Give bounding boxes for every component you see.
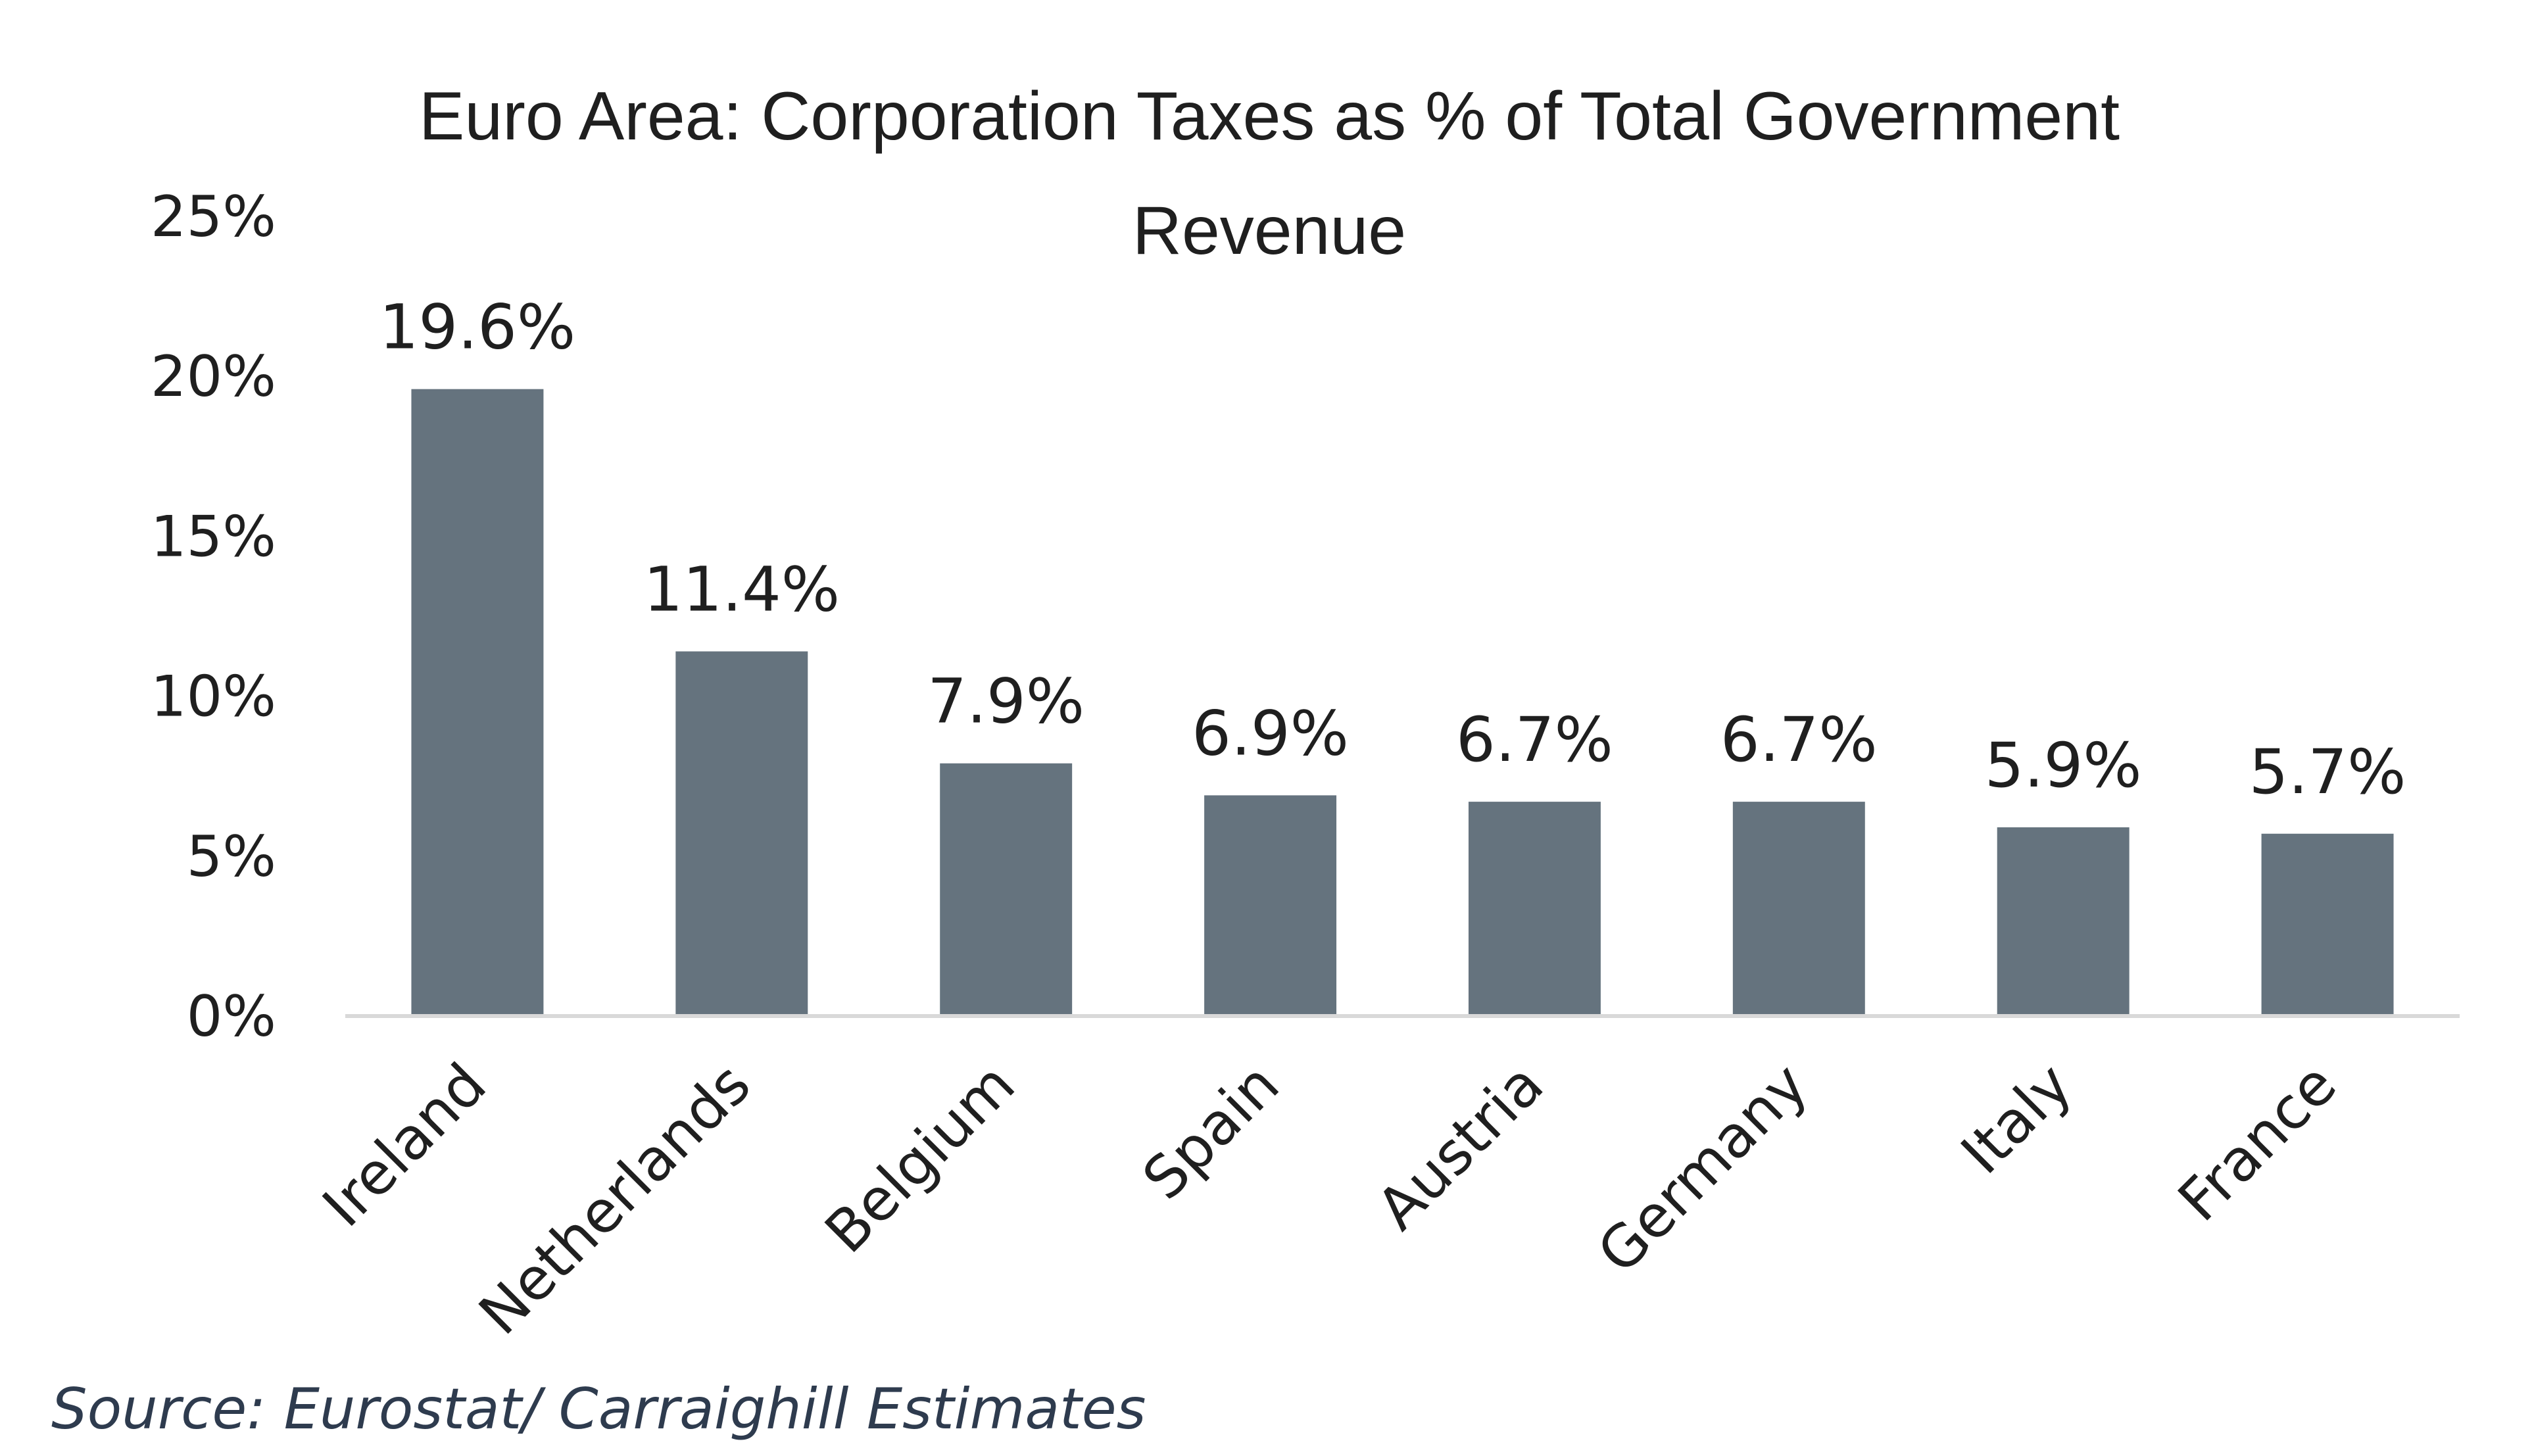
x-tick-label-france: France [2165, 1050, 2349, 1234]
data-label-spain: 6.9% [1192, 698, 1349, 769]
bars [411, 389, 2394, 1016]
data-label-netherlands: 11.4% [644, 554, 840, 626]
bar-belgium [940, 763, 1073, 1016]
x-tick-label-austria: Austria [1364, 1050, 1557, 1243]
bar-france [2261, 833, 2394, 1016]
y-tick-label: 5% [187, 824, 276, 890]
data-label-italy: 5.9% [1985, 730, 2142, 802]
bar-germany [1732, 802, 1865, 1016]
y-tick-label: 20% [151, 344, 276, 410]
source-note: Source: Eurostat/ Carraighill Estimates [51, 1376, 1146, 1442]
data-labels: 19.6% 11.4% 7.9% 6.9% 6.7% 6.7% 5.9% 5.7% [379, 292, 2406, 808]
data-label-france: 5.7% [2249, 737, 2406, 808]
y-tick-label: 25% [151, 184, 276, 250]
data-label-austria: 6.7% [1456, 704, 1613, 776]
chart-title-line-1: Euro Area: Corporation Taxes as % of Tot… [419, 78, 2120, 155]
data-label-germany: 6.7% [1720, 704, 1878, 776]
x-tick-label-ireland: Ireland [310, 1050, 499, 1240]
y-tick-label: 15% [151, 504, 276, 570]
y-axis: 0% 5% 10% 15% 20% 25% [151, 184, 276, 1050]
data-label-ireland: 19.6% [379, 292, 576, 364]
y-tick-label: 10% [151, 664, 276, 730]
chart-title-line-2: Revenue [1132, 193, 1406, 269]
bar-netherlands [675, 651, 808, 1016]
x-tick-label-spain: Spain [1130, 1050, 1292, 1213]
bar-italy [1997, 827, 2130, 1016]
bar-austria [1468, 802, 1601, 1016]
x-tick-label-netherlands: Netherlands [466, 1050, 764, 1347]
x-tick-label-belgium: Belgium [812, 1050, 1028, 1266]
bar-spain [1204, 795, 1337, 1016]
y-tick-label: 0% [187, 984, 276, 1050]
bar-ireland [411, 389, 544, 1016]
data-label-belgium: 7.9% [927, 666, 1084, 738]
x-tick-label-germany: Germany [1584, 1050, 1820, 1286]
x-tick-label-italy: Italy [1948, 1050, 2085, 1187]
